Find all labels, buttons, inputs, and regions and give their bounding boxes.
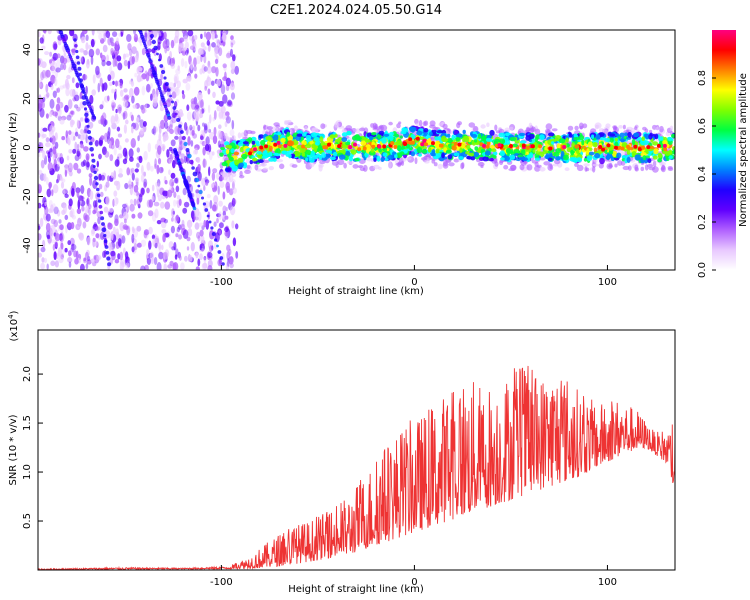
snr-y-tick-label: 1.0 bbox=[22, 464, 33, 480]
snr-y-tick-label: 0.5 bbox=[22, 513, 33, 529]
spectrogram-x-axis-label: Height of straight line (km) bbox=[288, 286, 424, 297]
spectrogram-frame bbox=[37, 29, 676, 271]
colorbar-tick-label: 0.8 bbox=[697, 70, 708, 86]
spectrogram-x-tick-label: 100 bbox=[598, 277, 617, 288]
snr-frame bbox=[37, 329, 676, 571]
snr-y-multiplier-close: ) bbox=[9, 310, 20, 314]
spectrogram-x-axis: -100 0 100 bbox=[210, 265, 617, 288]
spectrogram-noise-region bbox=[38, 30, 239, 270]
snr-y-multiplier: (x104) bbox=[7, 310, 20, 341]
snr-y-tick-label: 1.5 bbox=[22, 415, 33, 431]
snr-panel: -100 0 100 0.5 1.0 1.5 2.0 Height of straight… bbox=[7, 310, 676, 595]
snr-x-axis: -100 0 100 bbox=[210, 565, 617, 588]
snr-x-axis-label: Height of straight line (km) bbox=[288, 584, 424, 595]
snr-y-axis: 0.5 1.0 1.5 2.0 bbox=[22, 366, 43, 529]
spectrogram-signal-band bbox=[218, 118, 675, 182]
snr-y-tick-label: 2.0 bbox=[22, 366, 33, 382]
colorbar-tick-label: 0.2 bbox=[697, 214, 708, 230]
snr-x-tick-label: -100 bbox=[210, 577, 233, 588]
spectrogram-y-axis: -40 -20 0 20 40 bbox=[22, 43, 43, 254]
colorbar: 0.0 0.2 0.4 0.6 0.8 Normalized spectral ampl… bbox=[697, 30, 749, 278]
colorbar-label: Normalized spectral amplitude bbox=[738, 73, 749, 227]
snr-line bbox=[38, 365, 675, 570]
colorbar-gradient bbox=[712, 30, 736, 270]
colorbar-tick-label: 0.0 bbox=[697, 262, 708, 278]
spectrogram-y-tick-label: -20 bbox=[22, 188, 33, 204]
spectrogram-y-tick-label: 20 bbox=[22, 92, 33, 105]
snr-y-multiplier-base: (x10 bbox=[9, 319, 20, 342]
snr-x-tick-label: 0 bbox=[411, 577, 417, 588]
snr-x-tick-label: 100 bbox=[598, 577, 617, 588]
figure-title: C2E1.2024.024.05.50.G14 bbox=[270, 3, 442, 18]
spectrogram-y-tick-label: 0 bbox=[22, 144, 33, 150]
spectrogram-panel: -100 0 100 -40 -20 0 20 40 Height of straight … bbox=[8, 29, 676, 297]
snr-y-axis-label: SNR (10 * v/v) bbox=[8, 414, 19, 485]
snr-y-multiplier-exp: 4 bbox=[7, 314, 15, 319]
spectrogram-x-tick-label: -100 bbox=[210, 277, 233, 288]
colorbar-ticks: 0.0 0.2 0.4 0.6 0.8 bbox=[697, 70, 716, 278]
snr-series bbox=[38, 365, 675, 570]
spectrogram-y-tick-label: -40 bbox=[22, 237, 33, 253]
spectrogram-y-tick-label: 40 bbox=[22, 43, 33, 56]
spectrogram-y-axis-label: Frequency (Hz) bbox=[8, 112, 19, 188]
colorbar-tick-label: 0.4 bbox=[697, 166, 708, 182]
colorbar-tick-label: 0.6 bbox=[697, 118, 708, 134]
spectrogram-x-tick-label: 0 bbox=[411, 277, 417, 288]
